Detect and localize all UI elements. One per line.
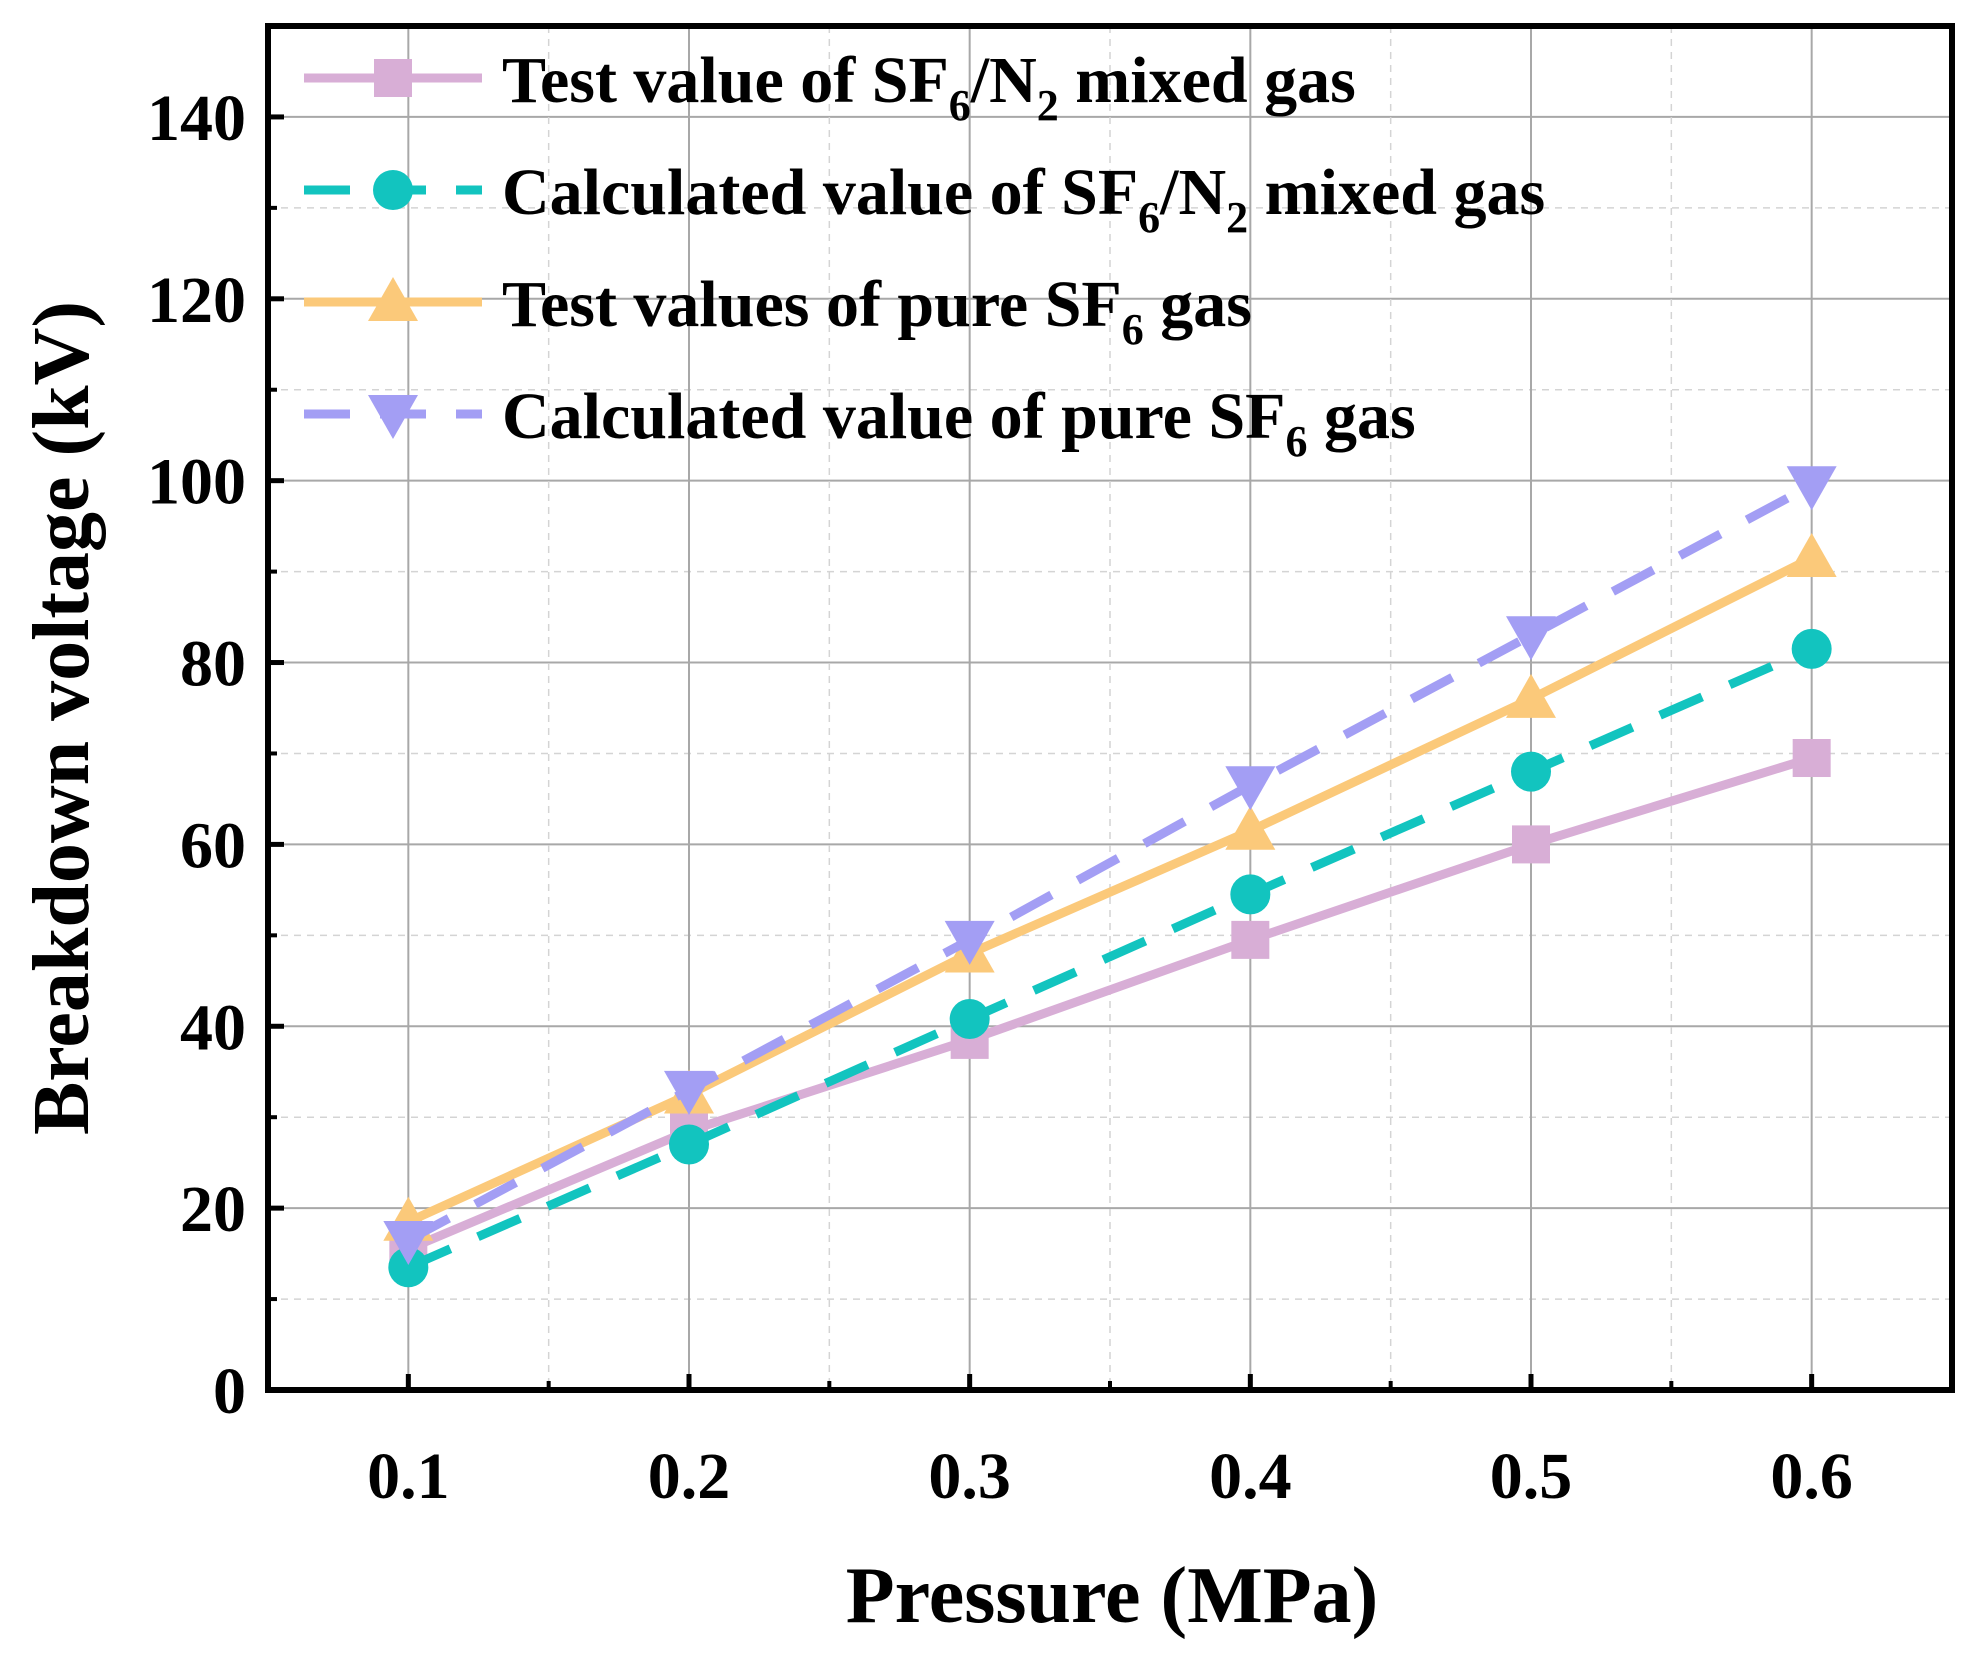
legend-label-calc-sf6: Calculated value of pure SF6 gas [502, 380, 1416, 466]
series-line-calc-sf6 [406, 481, 1814, 1244]
data-point-calc-sf6 [1225, 766, 1276, 811]
legend-text-part: /N [970, 44, 1037, 117]
y-tick-label: 60 [180, 809, 246, 882]
data-point-calc-sf6 [1786, 466, 1837, 511]
legend-text-part: mixed gas [1059, 44, 1356, 117]
data-point-calc-sf6n2 [388, 1247, 429, 1288]
y-tick-label: 100 [147, 446, 246, 519]
legend-item-calc-sf6: Calculated value of pure SF6 gas [304, 380, 1416, 466]
x-tick-label: 0.5 [1490, 1440, 1573, 1513]
legend-subscript: 6 [1138, 193, 1160, 242]
legend-text-part: gas [1307, 380, 1415, 453]
x-tick-label: 0.4 [1209, 1440, 1292, 1513]
data-point-calc-sf6 [944, 920, 995, 965]
series-calc-sf6n2 [388, 628, 1832, 1288]
legend-subscript: 6 [1285, 417, 1307, 466]
legend: Test value of SF6/N2 mixed gasCalculated… [304, 44, 1545, 466]
data-point-test-sf6n2 [1231, 920, 1270, 959]
data-point-calc-sf6 [664, 1070, 714, 1115]
series-line-test-sf6n2 [406, 753, 1814, 1254]
grid-lines [268, 26, 1953, 1390]
legend-subscript: 2 [1037, 81, 1059, 130]
data-point-calc-sf6n2 [1791, 628, 1832, 669]
y-tick-label: 40 [180, 991, 246, 1064]
legend-label-test-sf6n2: Test value of SF6/N2 mixed gas [502, 44, 1356, 130]
data-point-calc-sf6n2 [669, 1124, 709, 1165]
legend-label-test-sf6: Test values of pure SF6 gas [502, 268, 1252, 354]
series-lines [383, 466, 1837, 1288]
legend-item-test-sf6n2: Test value of SF6/N2 mixed gas [304, 44, 1356, 130]
legend-marker-test-sf6n2 [374, 59, 412, 97]
y-tick-label: 80 [180, 628, 246, 701]
legend-text-part: Test values of pure SF [502, 268, 1122, 341]
legend-marker-calc-sf6 [368, 395, 418, 439]
x-tick-label: 0.6 [1770, 1440, 1853, 1513]
x-axis-title: Pressure (MPa) [846, 1552, 1378, 1640]
legend-item-test-sf6: Test values of pure SF6 gas [304, 268, 1252, 354]
axis-ticks: 0 20 40 60 80 100 120 140 0.1 0.2 0.3 0.4 0.5 0.6 [147, 82, 1954, 1513]
y-tick-label: 0 [213, 1355, 246, 1428]
series-line-calc-sf6n2 [406, 644, 1814, 1272]
series-calc-sf6 [383, 466, 1837, 1265]
data-point-calc-sf6n2 [1511, 751, 1551, 792]
data-point-test-sf6 [1786, 532, 1837, 577]
y-tick-label: 20 [180, 1173, 246, 1246]
data-point-calc-sf6 [1506, 616, 1556, 661]
legend-marker-test-sf6 [368, 277, 418, 321]
data-point-test-sf6n2 [1792, 739, 1831, 778]
x-tick-label: 0.3 [928, 1440, 1011, 1513]
legend-text-part: mixed gas [1248, 156, 1545, 229]
x-tick-label: 0.2 [648, 1440, 731, 1513]
legend-subscript: 6 [1122, 305, 1144, 354]
legend-text-part: gas [1144, 268, 1252, 341]
data-point-test-sf6 [1506, 673, 1556, 718]
legend-subscript: 2 [1226, 193, 1248, 242]
data-point-calc-sf6n2 [1230, 874, 1271, 915]
legend-marker-calc-sf6n2 [373, 170, 413, 210]
y-tick-label: 140 [147, 82, 246, 155]
legend-label-calc-sf6n2: Calculated value of SF6/N2 mixed gas [502, 156, 1545, 242]
y-tick-label: 120 [147, 264, 246, 337]
data-point-calc-sf6 [383, 1220, 434, 1265]
data-point-test-sf6 [1225, 805, 1276, 850]
legend-subscript: 6 [949, 81, 971, 130]
legend-text-part: Calculated value of SF [502, 156, 1138, 229]
legend-text-part: Test value of SF [502, 44, 949, 117]
y-axis-title: Breakdown voltage (kV) [18, 301, 106, 1135]
legend-text-part: Calculated value of pure SF [502, 380, 1285, 453]
data-point-calc-sf6n2 [949, 998, 990, 1039]
x-tick-label: 0.1 [367, 1440, 450, 1513]
legend-item-calc-sf6n2: Calculated value of SF6/N2 mixed gas [304, 156, 1545, 242]
legend-text-part: /N [1159, 156, 1226, 229]
data-point-test-sf6n2 [1512, 825, 1550, 864]
